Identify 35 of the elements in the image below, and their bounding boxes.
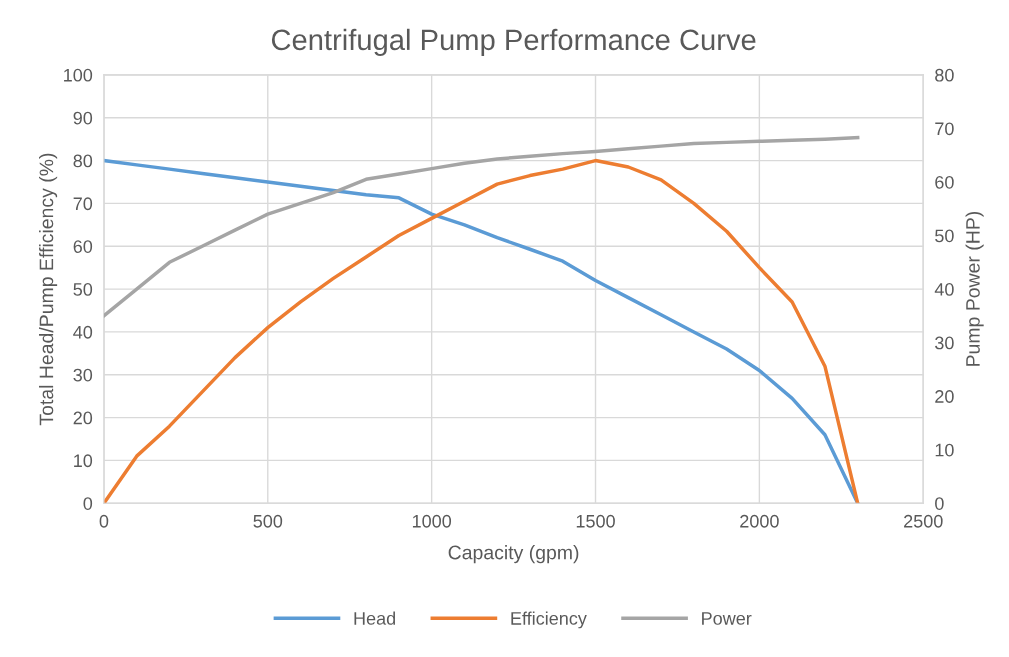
y2-tick-label: 60 — [935, 175, 954, 189]
y2-tick-label: 70 — [935, 122, 954, 136]
x-tick-label: 0 — [99, 514, 109, 528]
y2-axis-title: Pump Power (HP) — [965, 211, 984, 366]
line-series — [103, 135, 860, 318]
y-tick-label: 10 — [74, 454, 93, 468]
y-tick-label: 30 — [73, 368, 93, 382]
y-tick-label: 0 — [83, 497, 93, 510]
y2-tick-label: 40 — [934, 283, 954, 296]
y-tick-label: 20 — [73, 411, 93, 425]
chart-title: Centrifugal Pump Performance Curve — [271, 28, 756, 56]
x-tick-label: 1500 — [576, 514, 615, 528]
x-axis-title: Capacity (gpm) — [448, 545, 579, 564]
y2-tick-label: 30 — [935, 336, 954, 350]
legend-label: Efficiency — [511, 611, 587, 629]
y-tick-label: 80 — [73, 154, 93, 168]
y-tick-label: 50 — [73, 283, 93, 296]
legend-label: Head — [354, 611, 396, 625]
y2-tick-label: 0 — [935, 497, 944, 510]
x-tick-label: 500 — [253, 514, 283, 528]
legend-label: Power — [702, 612, 752, 625]
x-tick-label: 2000 — [740, 514, 779, 528]
x-tick-label: 2500 — [904, 514, 943, 528]
y-tick-label: 90 — [73, 111, 93, 125]
line-series — [103, 158, 860, 504]
y-axis-title: Total Head/Pump Efficiency (%) — [39, 153, 58, 426]
y2-tick-label: 80 — [935, 68, 954, 82]
y2-tick-label: 50 — [935, 229, 954, 243]
y-tick-label: 100 — [64, 68, 93, 82]
y-tick-label: 70 — [73, 197, 93, 211]
y-tick-label: 40 — [73, 325, 93, 339]
x-tick-label: 1000 — [412, 514, 452, 528]
y2-tick-label: 10 — [935, 443, 954, 457]
y2-tick-label: 20 — [935, 390, 954, 403]
y-tick-label: 60 — [73, 240, 93, 253]
